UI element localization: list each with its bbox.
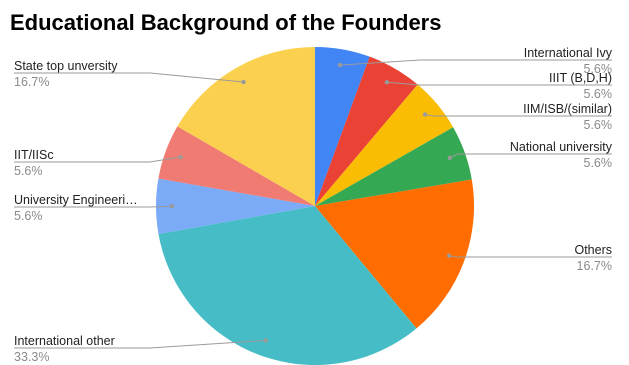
leader-line — [424, 114, 612, 117]
pie-slices — [156, 47, 475, 365]
leader-line — [449, 153, 612, 159]
leader-line — [14, 156, 181, 163]
pie-slice-others — [315, 179, 475, 329]
pie-slice-university-engineeri — [156, 178, 315, 234]
slice-label: State top unversity — [14, 59, 118, 73]
pie-slice-state-top-unversity — [177, 47, 315, 206]
slice-label: International other — [14, 334, 115, 348]
leader-dot — [337, 62, 343, 68]
pie-slice-international-other — [158, 206, 417, 365]
slice-percent-label: 5.6% — [584, 156, 613, 170]
pie-slice-national-university — [315, 127, 472, 206]
pie-slice-iiit-b-d-h — [315, 56, 418, 206]
slice-percent-label: 5.6% — [14, 164, 43, 178]
slice-label: IIT/IISc — [14, 148, 54, 162]
leader-line — [339, 59, 612, 66]
leader-line — [14, 339, 266, 349]
slice-percent-label: 33.3% — [14, 350, 49, 364]
slice-percent-label: 5.6% — [584, 118, 613, 132]
leader-line — [14, 72, 244, 83]
leader-line — [14, 205, 172, 208]
leader-line — [386, 81, 612, 86]
pie-slice-iit-iisc — [158, 126, 315, 206]
leader-lines — [14, 59, 612, 349]
slice-percent-label: 16.7% — [577, 259, 612, 273]
slice-percent-label: 5.6% — [584, 62, 613, 76]
slice-label: National university — [510, 140, 613, 154]
slice-label: Others — [574, 243, 612, 257]
slice-percent-label: 5.6% — [584, 87, 613, 101]
leader-dot — [447, 155, 452, 161]
pie-slice-international-ivy — [315, 47, 370, 206]
pie-slice-iim-isb-similar — [315, 84, 454, 206]
leader-line — [449, 255, 612, 258]
slice-label: IIIT (B,D,H) — [549, 71, 612, 85]
slice-percent-label: 5.6% — [14, 209, 43, 223]
slice-percent-label: 16.7% — [14, 75, 49, 89]
chart-title: Educational Background of the Founders — [10, 10, 441, 35]
leader-dot — [241, 79, 246, 85]
slice-label: University Engineeri… — [14, 193, 138, 207]
slice-label: IIM/ISB/(similar) — [523, 102, 612, 116]
slice-label: International Ivy — [524, 46, 613, 60]
